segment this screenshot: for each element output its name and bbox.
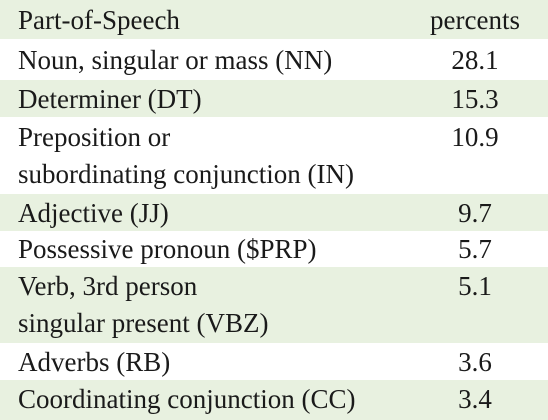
header-percents-label: percents: [430, 5, 520, 35]
table-row: Coordinating conjunction (CC) 3.4: [0, 380, 548, 420]
table-row: Determiner (DT) 15.3: [0, 80, 548, 117]
table-row: Adverbs (RB) 3.6: [0, 343, 548, 380]
row-percent-value: 5.1: [458, 271, 492, 301]
table-row: Possessive pronoun ($PRP) 5.7: [0, 231, 548, 267]
row-pos-name: Noun, singular or mass (NN): [18, 45, 333, 75]
row-percent-value: 5.7: [458, 234, 492, 264]
row-pos-name: Determiner (DT): [18, 84, 202, 114]
table-row: Preposition or subordinating conjunction…: [0, 118, 548, 194]
row-pos-name: Preposition or: [18, 122, 171, 152]
row-pos-name: Adjective (JJ): [18, 198, 169, 228]
row-percent-value: 15.3: [451, 84, 499, 114]
row-pos-name: Verb, 3rd person: [18, 271, 198, 301]
row-percent-value: 28.1: [451, 45, 499, 75]
row-pos-name: Adverbs (RB): [18, 347, 171, 377]
table-row: Adjective (JJ) 9.7: [0, 194, 548, 231]
row-pos-name-line2: singular present (VBZ): [18, 308, 269, 338]
row-pos-name-line2: subordinating conjunction (IN): [18, 159, 354, 189]
table-row: Verb, 3rd person singular present (VBZ) …: [0, 267, 548, 343]
row-percent-value: 10.9: [451, 122, 499, 152]
table-row: Noun, singular or mass (NN) 28.1: [0, 41, 548, 79]
table-header-row: Part-of-Speech percents: [0, 0, 548, 39]
row-percent-value: 9.7: [458, 198, 492, 228]
header-pos-label: Part-of-Speech: [18, 5, 180, 35]
row-percent-value: 3.4: [458, 384, 492, 414]
row-pos-name: Coordinating conjunction (CC): [18, 384, 356, 414]
row-percent-value: 3.6: [458, 347, 492, 377]
row-pos-name: Possessive pronoun ($PRP): [18, 234, 317, 264]
